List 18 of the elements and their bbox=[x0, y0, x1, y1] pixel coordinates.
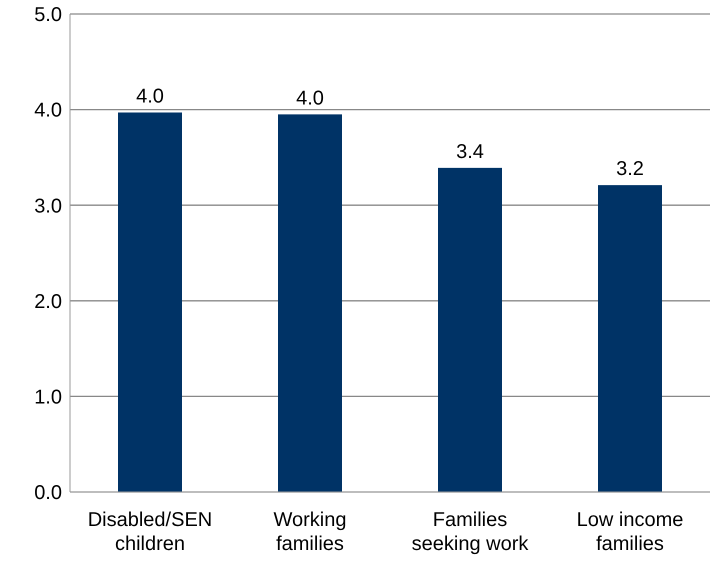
bar bbox=[278, 114, 342, 492]
bar bbox=[438, 168, 502, 492]
x-tick-label: Low income families bbox=[576, 509, 684, 555]
data-label: 3.2 bbox=[616, 158, 644, 180]
bar bbox=[598, 185, 662, 492]
data-label: 4.0 bbox=[296, 87, 324, 110]
y-tick-label: 0.0 bbox=[34, 482, 62, 504]
data-label: 3.4 bbox=[456, 140, 484, 163]
bar bbox=[118, 112, 182, 492]
y-tick-label: 3.0 bbox=[34, 195, 62, 218]
x-tick-label: Disabled/SEN children bbox=[88, 509, 212, 555]
x-tick-label: Families seeking work bbox=[412, 509, 530, 555]
data-label: 4.0 bbox=[136, 85, 164, 108]
y-tick-label: 2.0 bbox=[34, 290, 62, 313]
y-tick-label: 5.0 bbox=[34, 4, 62, 26]
y-tick-label: 4.0 bbox=[34, 100, 62, 122]
y-tick-label: 1.0 bbox=[34, 386, 62, 408]
x-tick-label: Working families bbox=[274, 509, 346, 555]
